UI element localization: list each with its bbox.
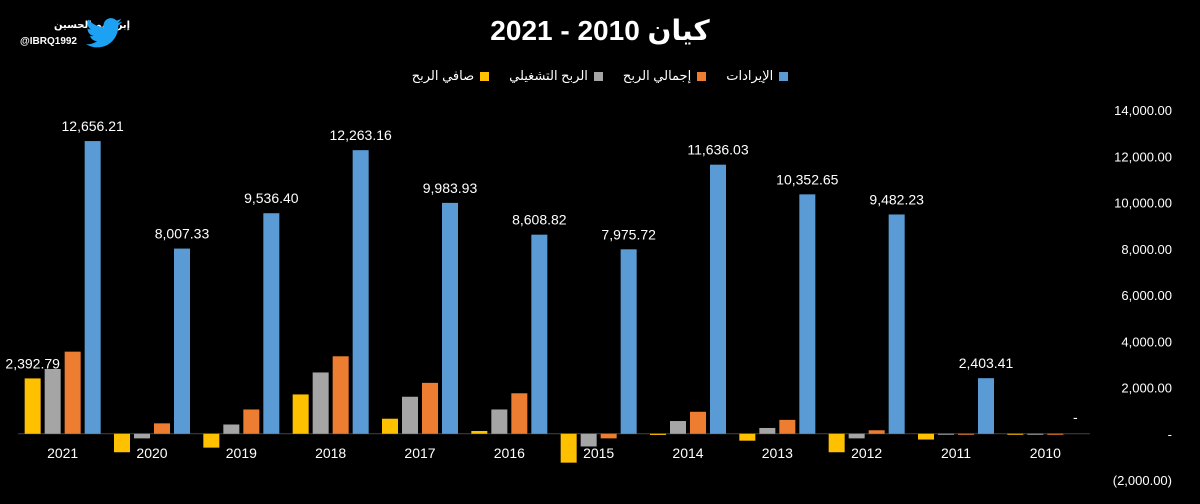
- legend-item: الربح التشغيلي: [509, 68, 603, 84]
- legend-label: الإيرادات: [726, 68, 774, 83]
- bar-2019-3: [263, 213, 280, 434]
- bar-2011-1: [938, 433, 954, 435]
- data-label: 8,007.33: [155, 226, 210, 242]
- legend-swatch: [593, 71, 603, 81]
- data-label: 10,352.65: [776, 171, 838, 187]
- chart-title: كيان 2010 - 2021: [490, 15, 710, 46]
- legend-item: صافي الربح: [411, 68, 490, 84]
- bar-2012-3: [888, 214, 905, 434]
- bar-2017-1: [402, 396, 418, 434]
- bar-2015-0: [560, 433, 577, 463]
- legend-label: الربح التشغيلي: [509, 68, 588, 83]
- legend-item: إجمالي الربح: [622, 68, 707, 84]
- data-label: 11,636.03: [687, 142, 748, 158]
- chart-legend: الإيرادات إجمالي الربح الربح التشغيلي صافي …: [0, 68, 1200, 84]
- bar-2014-3: [710, 164, 726, 434]
- x-tick-label: 2018: [315, 445, 346, 461]
- bar-2020-3: [174, 248, 190, 434]
- bar-2015-2: [600, 433, 617, 439]
- data-label: 12,656.21: [62, 118, 124, 134]
- bar-2021-0: [24, 378, 41, 434]
- x-tick-label: 2019: [226, 445, 257, 461]
- bar-2016-3: [531, 234, 548, 434]
- data-label: -: [1073, 409, 1078, 425]
- bar-2014-1: [670, 421, 686, 434]
- bar-2013-3: [799, 194, 816, 434]
- data-label: 9,983.93: [423, 180, 478, 196]
- bar-2012-1: [848, 433, 865, 439]
- legend-label: إجمالي الربح: [622, 68, 692, 83]
- bar-2020-0: [114, 433, 130, 453]
- y-tick-label: 12,000.00: [1114, 149, 1172, 164]
- bar-2015-3: [620, 249, 637, 434]
- bar-2018-1: [312, 372, 329, 434]
- data-label: 9,536.40: [244, 190, 299, 206]
- bar-2014-2: [690, 411, 706, 434]
- bar-2018-0: [292, 394, 309, 434]
- bar-2020-1: [134, 433, 150, 439]
- bar-2011-0: [918, 433, 934, 440]
- bar-2010-2: [1047, 433, 1064, 435]
- bar-2021-1: [44, 369, 61, 434]
- bar-2021-2: [64, 351, 81, 434]
- legend-label: صافي الربح: [411, 68, 475, 83]
- data-label: 2,403.41: [959, 355, 1014, 371]
- x-tick-label: 2014: [672, 445, 703, 461]
- bar-2011-2: [958, 433, 974, 435]
- y-tick-label: 10,000.00: [1114, 196, 1172, 211]
- x-tick-label: 2010: [1030, 445, 1061, 461]
- bar-2015-1: [580, 433, 597, 447]
- bar-2021-3: [84, 141, 101, 434]
- data-label: 12,263.16: [330, 127, 392, 143]
- bar-2013-0: [739, 433, 756, 441]
- bar-2016-0: [471, 430, 488, 434]
- x-tick-label: 2012: [851, 445, 882, 461]
- bar-2010-0: [1007, 433, 1024, 435]
- x-tick-label: 2015: [583, 445, 614, 461]
- bar-2019-2: [243, 409, 260, 434]
- y-tick-label: 4,000.00: [1121, 334, 1172, 349]
- y-tick-label: 6,000.00: [1121, 288, 1172, 303]
- bar-2012-0: [828, 433, 845, 453]
- bar-2018-3: [352, 150, 369, 434]
- y-tick-label: 8,000.00: [1121, 242, 1172, 257]
- legend-swatch: [480, 71, 490, 81]
- bar-2019-1: [223, 424, 240, 434]
- legend-swatch: [697, 71, 707, 81]
- bar-2013-1: [759, 427, 776, 434]
- bar-2013-2: [779, 419, 796, 434]
- data-label: 2,392.79: [5, 355, 60, 371]
- data-label: 8,608.82: [512, 212, 567, 228]
- x-tick-label: 2021: [47, 445, 78, 461]
- twitter-bird-icon: [86, 18, 122, 48]
- y-tick-label: 2,000.00: [1121, 381, 1172, 396]
- bar-2017-2: [422, 382, 438, 434]
- x-tick-label: 2011: [941, 445, 971, 461]
- bar-2012-2: [868, 430, 885, 434]
- bar-2010-1: [1027, 433, 1044, 435]
- brand-handle: @IBRQ1992: [20, 36, 77, 47]
- bar-2011-3: [978, 378, 994, 434]
- bar-2017-3: [442, 202, 458, 434]
- y-tick-label: (2,000.00): [1113, 473, 1172, 488]
- y-tick-label: -: [1168, 427, 1172, 442]
- bar-2018-2: [332, 356, 349, 434]
- bar-2019-0: [203, 433, 220, 448]
- x-tick-label: 2013: [762, 445, 793, 461]
- bar-2020-2: [154, 423, 170, 434]
- x-tick-label: 2017: [404, 445, 435, 461]
- x-tick-label: 2020: [136, 445, 167, 461]
- data-label: 9,482.23: [869, 191, 924, 207]
- data-label: 7,975.72: [601, 226, 656, 242]
- y-tick-label: 14,000.00: [1114, 103, 1172, 118]
- bar-2016-1: [491, 409, 508, 434]
- bar-2014-0: [650, 433, 666, 435]
- bar-2017-0: [382, 418, 398, 434]
- legend-item: الإيرادات: [726, 68, 789, 84]
- bar-2016-2: [511, 393, 528, 434]
- x-tick-label: 2016: [494, 445, 525, 461]
- legend-swatch: [779, 71, 789, 81]
